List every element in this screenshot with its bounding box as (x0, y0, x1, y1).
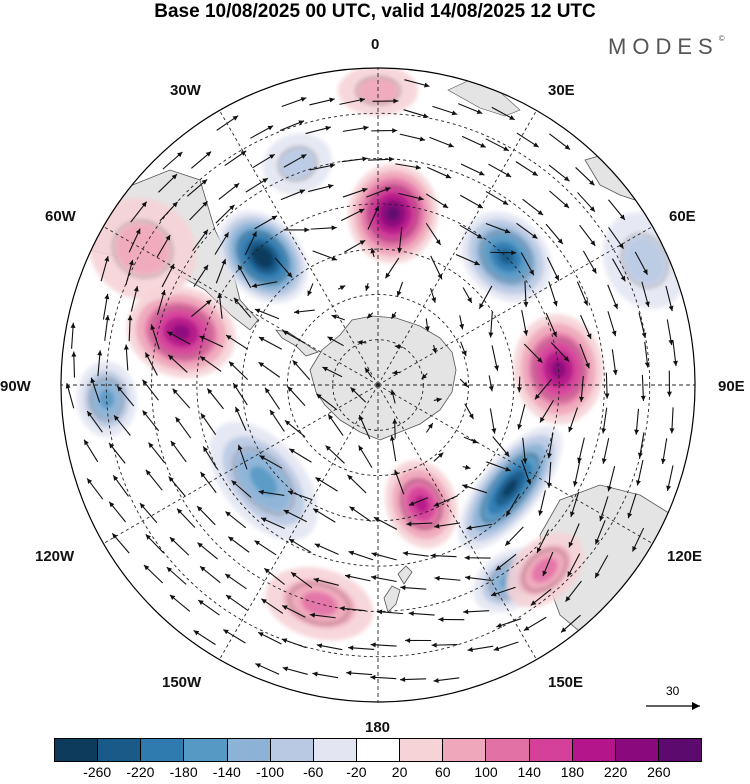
lon-label-0: 0 (371, 36, 379, 54)
colorbar (54, 738, 702, 762)
colorbar-tick-label: -140 (213, 764, 241, 780)
colorbar-swatch (486, 739, 529, 761)
lon-label-30w: 30W (170, 82, 201, 100)
colorbar-swatch (616, 739, 659, 761)
colorbar-tick-label: -100 (256, 764, 284, 780)
lon-label-90e: 90E (718, 378, 745, 396)
colorbar-tick-label: 60 (435, 764, 451, 780)
lon-label-60e: 60E (669, 208, 696, 226)
colorbar-swatch (659, 739, 701, 761)
colorbar-swatch (141, 739, 184, 761)
reference-vector (646, 702, 700, 710)
colorbar-swatch (55, 739, 98, 761)
colorbar-swatch (98, 739, 141, 761)
lon-label-30e: 30E (548, 82, 575, 100)
colorbar-tick-label: -180 (170, 764, 198, 780)
lon-label-120e: 120E (667, 548, 702, 566)
colorbar-swatch (228, 739, 271, 761)
lon-label-90w: 90W (0, 378, 31, 396)
colorbar-swatch (184, 739, 227, 761)
colorbar-tick-label: -60 (303, 764, 323, 780)
colorbar-tick-label: 260 (647, 764, 670, 780)
colorbar-swatch (443, 739, 486, 761)
colorbar-swatch (271, 739, 314, 761)
colorbar-swatch (530, 739, 573, 761)
lon-label-150w: 150W (162, 674, 201, 692)
colorbar-tick-label: 220 (604, 764, 627, 780)
colorbar-tick-label: -220 (126, 764, 154, 780)
colorbar-swatch (573, 739, 616, 761)
lon-label-180: 180 (365, 719, 390, 737)
colorbar-swatch (314, 739, 357, 761)
lon-label-120w: 120W (35, 548, 74, 566)
colorbar-tick-label: 180 (561, 764, 584, 780)
colorbar-ticks: -260 -220 -180 -140 -100 -60 -20 20 60 100 140 180 2… (0, 764, 750, 784)
colorbar-tick-label: -260 (83, 764, 111, 780)
lon-label-150e: 150E (548, 674, 583, 692)
colorbar-swatch (400, 739, 443, 761)
colorbar-tick-label: 20 (392, 764, 408, 780)
colorbar-swatch (357, 739, 400, 761)
colorbar-tick-label: 100 (474, 764, 497, 780)
lon-label-60w: 60W (45, 208, 76, 226)
colorbar-tick-label: -20 (346, 764, 366, 780)
colorbar-tick-label: 140 (518, 764, 541, 780)
reference-vector-label: 30 (666, 684, 679, 698)
